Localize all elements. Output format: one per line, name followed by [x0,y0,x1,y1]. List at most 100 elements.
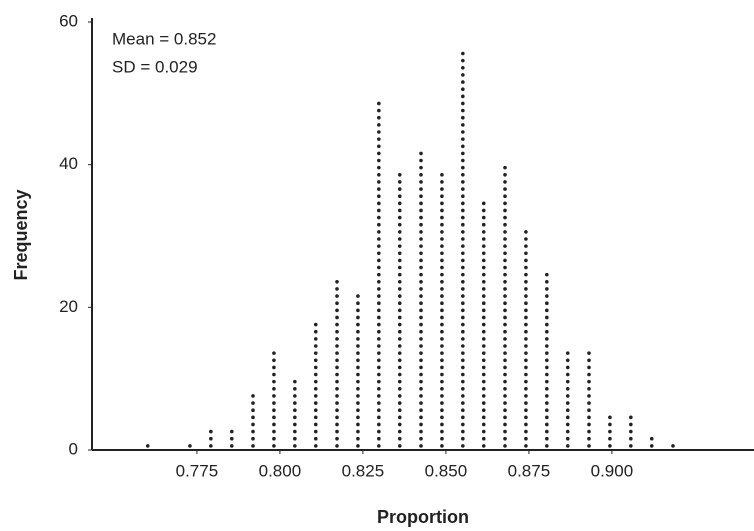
dot [461,108,465,113]
dot [503,365,507,370]
dot [272,429,276,434]
dot [545,329,549,334]
dot [377,444,381,448]
dot [145,444,150,448]
dot [545,379,549,384]
dot [503,187,507,191]
dot [397,394,402,398]
dot [397,251,402,256]
dot [397,287,402,291]
dot [461,151,465,156]
dot [419,322,423,327]
dot [503,165,507,170]
dot [397,258,402,263]
dot [377,194,381,198]
y-tick-label: 40 [59,154,78,173]
dot [587,351,591,355]
dot [377,108,381,113]
dot [461,365,465,370]
dot [397,344,402,348]
dot [503,280,507,284]
dot [397,358,402,363]
dot [356,422,360,427]
dot [377,272,381,277]
dot [356,394,360,398]
dot [335,287,339,291]
dot [565,415,570,420]
dot [419,272,423,277]
dot [377,208,381,213]
dot [397,387,402,391]
dot [335,408,339,413]
dot [524,429,528,434]
dot [481,251,486,256]
dot [419,344,423,348]
dot [397,322,402,327]
dot [440,208,444,213]
dot [545,358,549,363]
dot [503,422,507,427]
dot [481,365,486,370]
dot [293,444,297,448]
dot [419,165,423,170]
dot [440,194,444,198]
dot [461,180,465,184]
dot [503,222,507,227]
dot [419,280,423,284]
dot [377,287,381,291]
dot [419,372,423,377]
dot [503,372,507,377]
dot [335,394,339,398]
dot [481,208,486,213]
dot [377,394,381,398]
dot [461,265,465,270]
dot [503,215,507,220]
dot [377,258,381,263]
x-tick-label: 0.775 [176,461,219,480]
dot [377,180,381,184]
dot [313,351,318,355]
dot [419,394,423,398]
dot [397,308,402,313]
dot [397,301,402,306]
dot [461,408,465,413]
dot-column [335,280,339,448]
dot-column [251,394,255,448]
dot [377,415,381,420]
dot [524,272,528,277]
dot [481,322,486,327]
dot [272,422,276,427]
dot [587,394,591,398]
dot [397,230,402,234]
dot [397,372,402,377]
dot [545,422,549,427]
dot [397,429,402,434]
dot [461,358,465,363]
dot [419,151,423,156]
dot [524,344,528,348]
dot [356,308,360,313]
dot [313,365,318,370]
dot [377,301,381,306]
y-tick-label: 60 [59,11,78,30]
dot [629,415,633,420]
dot [461,94,465,99]
dot [440,415,444,420]
dot [461,244,465,248]
y-tick-label: 0 [69,439,78,458]
dot [419,408,423,413]
dot [313,429,318,434]
dot [397,215,402,220]
dot [419,301,423,306]
dot [440,422,444,427]
dot [503,436,507,441]
dot [335,436,339,441]
dot [251,422,255,427]
dot [313,394,318,398]
dot [545,372,549,377]
dot [313,322,318,327]
dot [440,258,444,263]
dot [377,187,381,191]
dot [524,329,528,334]
